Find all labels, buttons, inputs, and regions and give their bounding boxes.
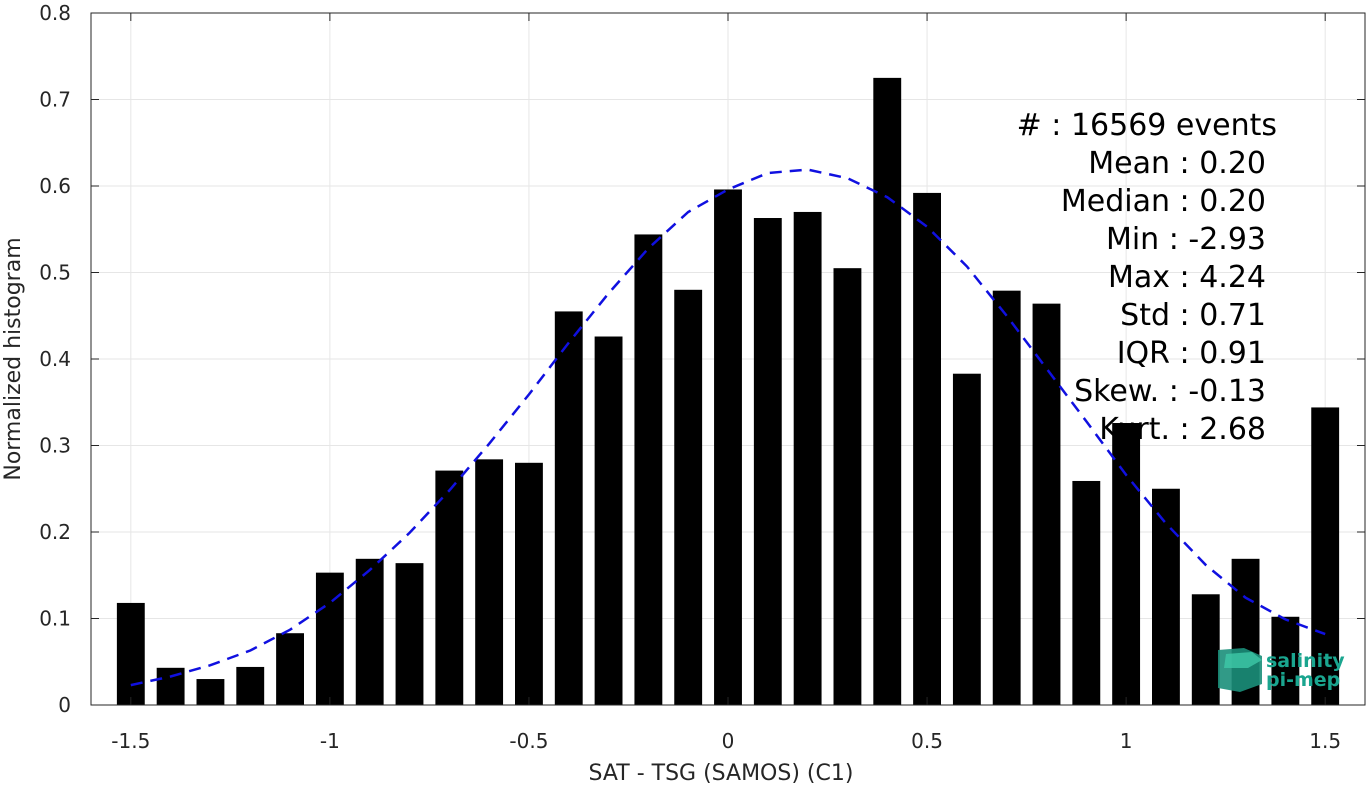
- axis-ticks: -1.5 -1 -0.5 0 0.5 1 1.5 0 0.1 0.2 0.3 0.4 0.5 0.6 0.7…: [39, 1, 1365, 753]
- histogram-bar: [355, 558, 384, 705]
- histogram-bars: [116, 77, 1340, 706]
- histogram-bar: [992, 290, 1021, 705]
- stat-line: Mean : 0.20: [1088, 146, 1266, 181]
- stat-line: # : 16569 events: [1017, 108, 1277, 143]
- histogram-bar: [1191, 594, 1220, 705]
- x-tick-label: 1: [1120, 729, 1133, 753]
- y-tick-label: 0.3: [39, 434, 71, 458]
- histogram-bar: [753, 218, 782, 705]
- histogram-bar: [1072, 480, 1101, 705]
- y-tick-label: 0.5: [39, 261, 71, 285]
- histogram-bar: [674, 289, 703, 705]
- y-tick-label: 0.8: [39, 1, 71, 25]
- histogram-bar: [833, 268, 862, 705]
- histogram-bar: [435, 470, 464, 705]
- histogram-bar: [475, 459, 504, 705]
- histogram-bar: [873, 77, 902, 705]
- logo-cube-top: [1224, 652, 1262, 668]
- x-tick-label: -1.5: [111, 729, 150, 753]
- histogram-bar: [315, 572, 344, 705]
- histogram-bar: [913, 192, 941, 706]
- histogram-bar: [634, 234, 663, 705]
- histogram-bar: [1311, 407, 1340, 705]
- y-tick-label: 0.6: [39, 174, 71, 198]
- normal-fit-curve: [130, 168, 1326, 687]
- stat-line: Min : -2.93: [1106, 222, 1266, 257]
- histogram-bar: [236, 666, 265, 705]
- histogram-bar: [554, 311, 583, 705]
- histogram-bar: [1271, 616, 1300, 705]
- histogram-bar: [1152, 488, 1180, 705]
- y-tick-label: 0.2: [39, 520, 71, 544]
- x-tick-label: 0: [722, 729, 735, 753]
- logo-line1: salinity: [1266, 650, 1345, 672]
- y-tick-label: 0.7: [39, 88, 71, 112]
- y-axis-label: Normalized histogram: [1, 237, 26, 480]
- x-tick-label: 0.5: [911, 729, 943, 753]
- histogram-bar: [276, 633, 304, 705]
- x-tick-label: -0.5: [509, 729, 548, 753]
- histogram-bar: [196, 679, 225, 705]
- stat-line: Std : 0.71: [1120, 298, 1266, 333]
- histogram-bar: [395, 563, 424, 705]
- histogram-bar: [515, 462, 543, 705]
- x-tick-label: -1: [320, 729, 340, 753]
- y-tick-label: 0.1: [39, 607, 71, 631]
- x-tick-label: 1.5: [1309, 729, 1341, 753]
- histogram-bar: [714, 189, 742, 705]
- stat-line: Skew. : -0.13: [1074, 374, 1266, 409]
- histogram-bar: [116, 602, 145, 705]
- salinity-pi-mep-logo: salinity pi-mep: [1218, 648, 1345, 692]
- histogram-bar: [952, 373, 981, 705]
- histogram-bar: [793, 211, 822, 705]
- y-tick-label: 0: [58, 693, 71, 717]
- stat-line: Median : 0.20: [1061, 184, 1266, 219]
- stat-line: Kurt. : 2.68: [1099, 412, 1266, 447]
- histogram-bar: [1032, 303, 1061, 705]
- histogram-bar: [1112, 423, 1141, 705]
- y-tick-label: 0.4: [39, 347, 71, 371]
- histogram-bar: [594, 336, 623, 705]
- logo-line2: pi-mep: [1266, 669, 1340, 691]
- stat-line: Max : 4.24: [1108, 260, 1266, 295]
- stat-line: IQR : 0.91: [1117, 336, 1266, 371]
- x-axis-label: SAT - TSG (SAMOS) (C1): [589, 761, 854, 785]
